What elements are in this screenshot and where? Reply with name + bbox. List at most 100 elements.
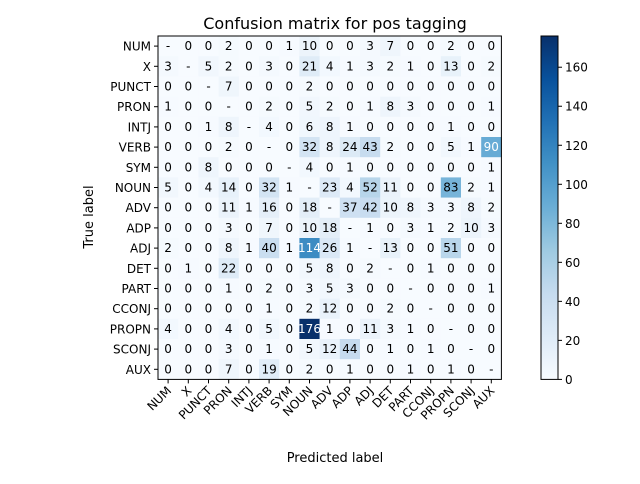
- cell-value: 0: [447, 80, 455, 94]
- heatmap-cell: [259, 197, 280, 219]
- cell-value: 2: [225, 59, 233, 73]
- colorbar: [540, 35, 559, 380]
- heatmap-cell: [440, 137, 462, 158]
- heatmap-cell: [339, 177, 361, 198]
- cell-value: 0: [447, 282, 455, 296]
- heatmap-cell: [461, 137, 482, 158]
- cell-value: -: [186, 59, 190, 73]
- cell-value: 0: [427, 160, 435, 174]
- heatmap-cell: [158, 318, 179, 340]
- cell-value: 0: [184, 221, 192, 235]
- cell-value: 2: [265, 282, 273, 296]
- heatmap-cell-values: -0 0 2 0 0 1 10 0 0 3 7 0 0 2 0 03-5 2 0 3 0 21 4 1 3 2 1 0 13 0 20 0-…: [164, 39, 499, 376]
- cell-value: 0: [265, 160, 273, 174]
- heatmap-cell: [178, 298, 199, 320]
- cell-value: 0: [467, 39, 475, 53]
- cell-value: 3: [164, 59, 172, 73]
- heatmap-cell: [440, 238, 462, 259]
- heatmap-cell: [360, 177, 381, 198]
- cell-value: 0: [225, 302, 233, 316]
- heatmap-cell: [198, 76, 219, 97]
- y-axis-ticks: NUM X PUNCT PRON INTJ VERB SYM NOUN ADV ADP ADJ DET…: [110, 40, 158, 377]
- heatmap-cell: [198, 238, 219, 259]
- heatmap-cell: [360, 116, 381, 138]
- cell-value: 1: [346, 362, 354, 376]
- heatmap-cell: [440, 177, 462, 198]
- heatmap-cell: [339, 318, 361, 340]
- cell-value: 0: [386, 282, 394, 296]
- heatmap-cell: [299, 116, 320, 138]
- heatmap-cell: [420, 36, 442, 57]
- cell-value: 4: [265, 120, 273, 134]
- cell-value: 2: [386, 302, 394, 316]
- cell-value: 43: [362, 140, 377, 154]
- heatmap-cell: [339, 197, 361, 219]
- cell-value: 0: [205, 282, 213, 296]
- heatmap-cell: [238, 278, 260, 299]
- heatmap-cell: [279, 318, 300, 340]
- cell-value: -: [267, 140, 271, 154]
- cell-value: 0: [467, 241, 475, 255]
- cell-value: 0: [184, 80, 192, 94]
- heatmap-cell: [461, 298, 482, 320]
- heatmap-cell: [461, 318, 482, 340]
- heatmap-cell: [339, 116, 361, 138]
- cell-value: 83: [443, 181, 458, 195]
- cell-value: 3: [407, 221, 415, 235]
- heatmap-cell: [259, 177, 280, 198]
- heatmap-cell: [238, 339, 260, 360]
- heatmap-cell: [380, 56, 401, 77]
- cell-value: 1: [407, 322, 415, 336]
- cell-value: 1: [225, 282, 233, 296]
- cell-value: 18: [322, 221, 337, 235]
- cell-value: 0: [205, 342, 213, 356]
- cell-value: 0: [164, 140, 172, 154]
- cell-value: 1: [245, 241, 253, 255]
- heatmap-cell: [158, 137, 179, 158]
- colorbar-tick-label: 60: [565, 256, 580, 270]
- heatmap-cell: [420, 258, 442, 279]
- heatmap-cell: [319, 278, 341, 299]
- heatmap-cell: [299, 157, 320, 178]
- heatmap-cell: [481, 217, 502, 239]
- heatmap-cell: [259, 258, 280, 279]
- heatmap-cell: [380, 76, 401, 97]
- heatmap-cell: [279, 217, 300, 239]
- heatmap-cell: [360, 238, 381, 259]
- heatmap-cell: [400, 116, 421, 138]
- cell-value: 4: [346, 181, 354, 195]
- heatmap-cell: [319, 116, 341, 138]
- cell-value: 3: [265, 59, 273, 73]
- cell-value: 0: [245, 221, 253, 235]
- cell-value: 2: [164, 241, 172, 255]
- heatmap-cell: [319, 217, 341, 239]
- heatmap-cell: [158, 238, 179, 259]
- heatmap-cell: [218, 318, 240, 340]
- heatmap-cell: [158, 298, 179, 320]
- heatmap-cell: [319, 318, 341, 340]
- cell-value: 1: [467, 140, 475, 154]
- heatmap-cell: [178, 339, 199, 360]
- heatmap-cell: [238, 217, 260, 239]
- y-tick-label: AUX: [126, 363, 151, 377]
- cell-value: -: [408, 282, 412, 296]
- chart-title: Confusion matrix for pos tagging: [203, 14, 467, 33]
- cell-value: 0: [427, 181, 435, 195]
- cell-value: 0: [245, 59, 253, 73]
- cell-value: 0: [386, 221, 394, 235]
- heatmap-cell: [461, 258, 482, 279]
- cell-value: 1: [205, 120, 213, 134]
- heatmap-cell: [158, 116, 179, 138]
- cell-value: 0: [326, 362, 334, 376]
- cell-value: 0: [164, 80, 172, 94]
- cell-value: -: [307, 181, 311, 195]
- cell-value: 0: [184, 201, 192, 215]
- cell-value: 0: [205, 322, 213, 336]
- heatmap-cell: [259, 238, 280, 259]
- heatmap-cell: [400, 298, 421, 320]
- heatmap-cell: [279, 96, 300, 118]
- cell-value: 16: [261, 201, 276, 215]
- cell-value: 0: [184, 241, 192, 255]
- heatmap-cell: [360, 36, 381, 57]
- heatmap-cell: [259, 359, 280, 380]
